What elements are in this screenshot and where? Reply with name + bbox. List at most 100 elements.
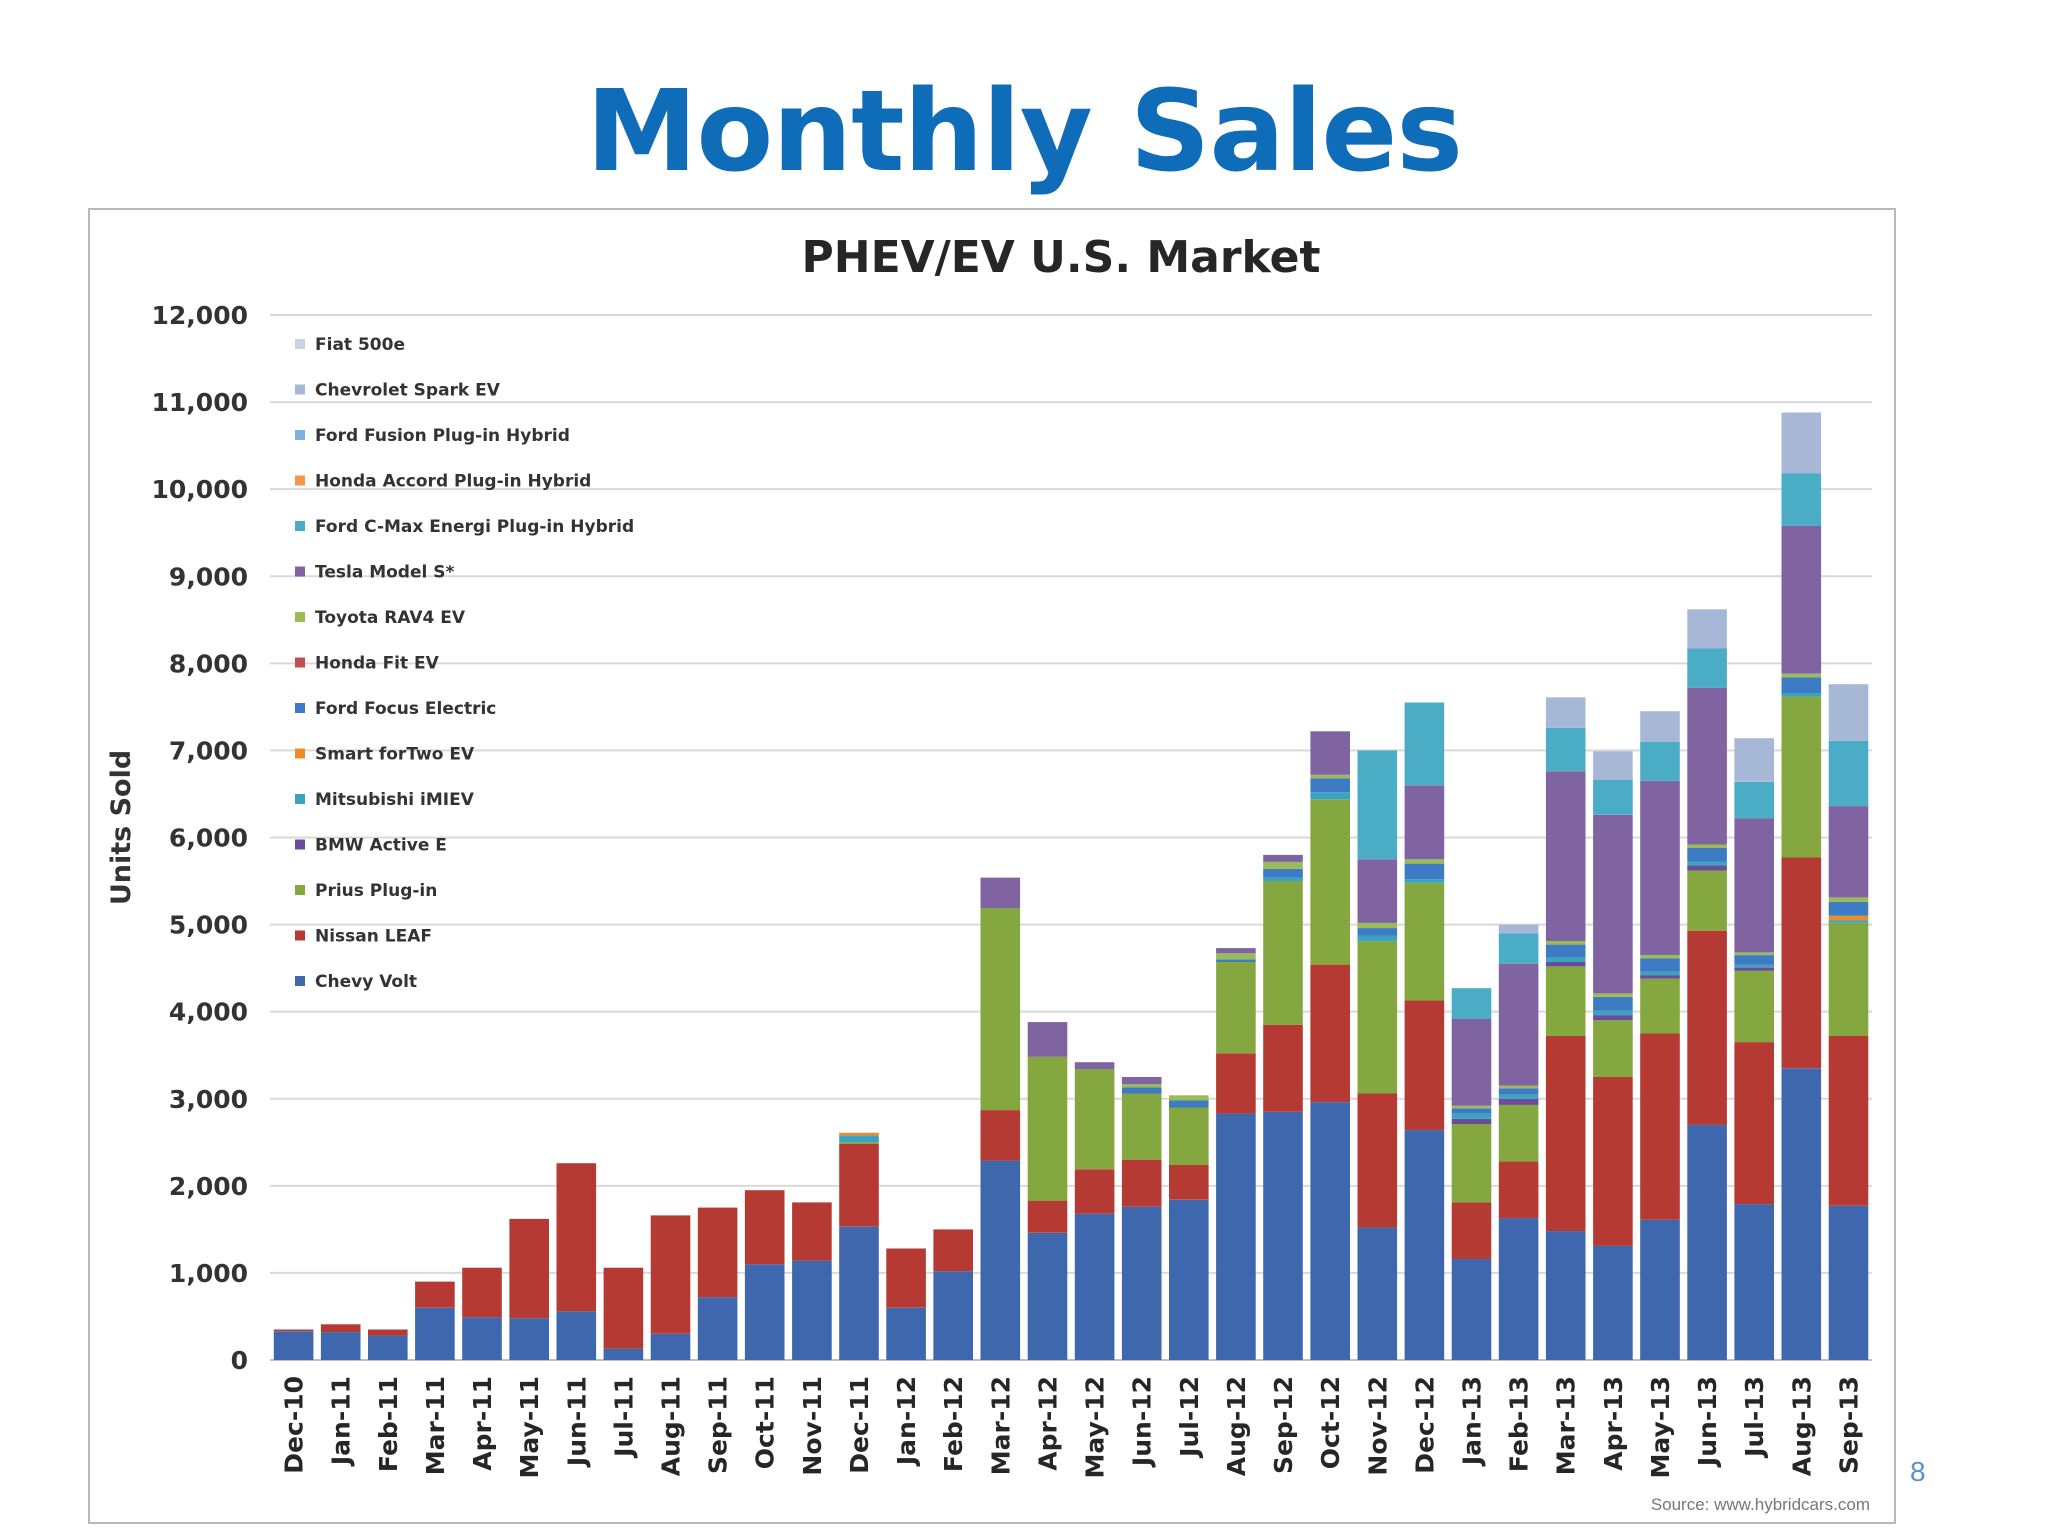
bar-segment xyxy=(1545,697,1586,728)
bar-segment xyxy=(839,1132,879,1136)
bar-segment xyxy=(1781,473,1822,526)
bar-segment xyxy=(1734,781,1774,819)
x-tick-label: Apr-11 xyxy=(468,1376,497,1471)
legend-entry: Chevy Volt xyxy=(315,972,417,992)
bar-segment xyxy=(556,1311,597,1360)
bar-segment xyxy=(1263,868,1303,878)
bar-segment xyxy=(1687,848,1727,862)
bar-segment xyxy=(1169,1095,1209,1101)
x-tick-label: Aug-13 xyxy=(1787,1376,1816,1476)
x-tick-label: Sep-12 xyxy=(1269,1376,1298,1474)
bar-segment xyxy=(1498,933,1539,964)
bar-segment xyxy=(1828,915,1869,921)
x-tick-label: Jun-13 xyxy=(1693,1376,1722,1468)
x-tick-label: Jan-13 xyxy=(1458,1376,1487,1467)
bar-segment xyxy=(1404,879,1445,883)
y-axis-label: Units Sold xyxy=(106,750,137,905)
bar-segment xyxy=(1310,799,1350,965)
bar-segment xyxy=(1687,648,1727,688)
bar-segment xyxy=(650,1333,691,1360)
bar-segment xyxy=(933,1229,973,1272)
bar-segment xyxy=(1404,785,1445,860)
bar-segment xyxy=(792,1260,832,1360)
bar-segment xyxy=(1640,1219,1680,1360)
legend-swatch xyxy=(295,657,305,668)
x-tick-label: Jul-12 xyxy=(1175,1376,1204,1459)
legend-swatch xyxy=(295,430,305,440)
bar-segment xyxy=(1169,1199,1209,1360)
bar-segment xyxy=(1310,792,1350,800)
bar-segment xyxy=(320,1324,361,1333)
bar-segment xyxy=(1545,771,1586,942)
bar-segment xyxy=(1687,865,1727,871)
x-tick-label: Jul-13 xyxy=(1740,1376,1769,1459)
bar-segment xyxy=(368,1335,408,1360)
bar-segment xyxy=(1216,1053,1256,1114)
bar-segment xyxy=(1451,988,1492,1019)
bar-segment xyxy=(1357,859,1398,923)
bar-segment xyxy=(1027,1200,1068,1233)
bar-segment xyxy=(1828,740,1869,807)
y-tick-label: 0 xyxy=(231,1346,248,1375)
bar-segment xyxy=(1310,731,1350,775)
bar-segment xyxy=(1498,1161,1539,1219)
bar-segment xyxy=(839,1135,879,1143)
x-tick-label: Feb-12 xyxy=(939,1376,968,1472)
bar-segment xyxy=(603,1267,644,1349)
bar-segment xyxy=(368,1329,408,1336)
legend-swatch xyxy=(295,794,305,804)
x-tick-label: May-13 xyxy=(1646,1376,1675,1478)
bar-segment xyxy=(1545,941,1586,945)
bar-segment xyxy=(1687,609,1727,649)
bar-segment xyxy=(1640,958,1680,972)
bar-segment xyxy=(1121,1159,1162,1207)
x-tick-label: Mar-11 xyxy=(421,1376,450,1475)
legend-entry: Prius Plug-in xyxy=(315,881,437,901)
bar-segment xyxy=(1828,897,1869,902)
legend-swatch xyxy=(295,930,305,941)
legend-swatch xyxy=(295,339,305,349)
bar-segment xyxy=(1451,1124,1492,1203)
bar-segment xyxy=(1216,1113,1256,1360)
x-tick-label: Sep-13 xyxy=(1834,1376,1863,1474)
bar-segment xyxy=(792,1202,832,1261)
bar-segment xyxy=(886,1307,926,1361)
legend-swatch xyxy=(295,384,305,395)
bar-segment xyxy=(1593,1015,1633,1021)
bar-segment xyxy=(1640,780,1680,956)
bar-segment xyxy=(1074,1062,1115,1070)
legend-entry: Ford C-Max Energi Plug-in Hybrid xyxy=(315,517,634,537)
bar-segment xyxy=(1781,673,1822,678)
y-tick-label: 5,000 xyxy=(169,911,248,940)
bar-segment xyxy=(1545,1231,1586,1360)
bar-segment xyxy=(1593,1077,1633,1246)
x-tick-label: Nov-12 xyxy=(1363,1376,1392,1476)
bar-segment xyxy=(1451,1105,1492,1109)
y-tick-label: 8,000 xyxy=(169,649,248,678)
bar-segment xyxy=(1498,1088,1539,1095)
legend-entry: Tesla Model S* xyxy=(315,563,454,583)
bar-segment xyxy=(1593,1245,1633,1360)
bar-segment xyxy=(1357,750,1398,860)
x-tick-label: Feb-13 xyxy=(1505,1376,1534,1472)
bar-segment xyxy=(1593,751,1633,780)
bar-segment xyxy=(1074,1069,1115,1170)
bar-segment xyxy=(1121,1206,1162,1360)
bar-segment xyxy=(1828,1036,1869,1206)
y-tick-label: 2,000 xyxy=(169,1172,248,1201)
bar-segment xyxy=(273,1331,314,1360)
bar-segment xyxy=(1498,1098,1539,1105)
legend-entry: Ford Focus Electric xyxy=(315,699,496,719)
bar-segment xyxy=(1640,971,1680,976)
legend-swatch xyxy=(295,475,305,486)
bar-segment xyxy=(1734,1204,1774,1360)
bar-segment xyxy=(1828,1205,1869,1360)
bar-segment xyxy=(1404,702,1445,786)
bar-segment xyxy=(1263,877,1303,882)
y-tick-label: 4,000 xyxy=(169,998,248,1027)
bar-segment xyxy=(1687,870,1727,931)
bar-segment xyxy=(1734,818,1774,953)
bar-segment xyxy=(1781,677,1822,693)
bar-segment xyxy=(1498,924,1539,934)
bar-segment xyxy=(1404,863,1445,880)
